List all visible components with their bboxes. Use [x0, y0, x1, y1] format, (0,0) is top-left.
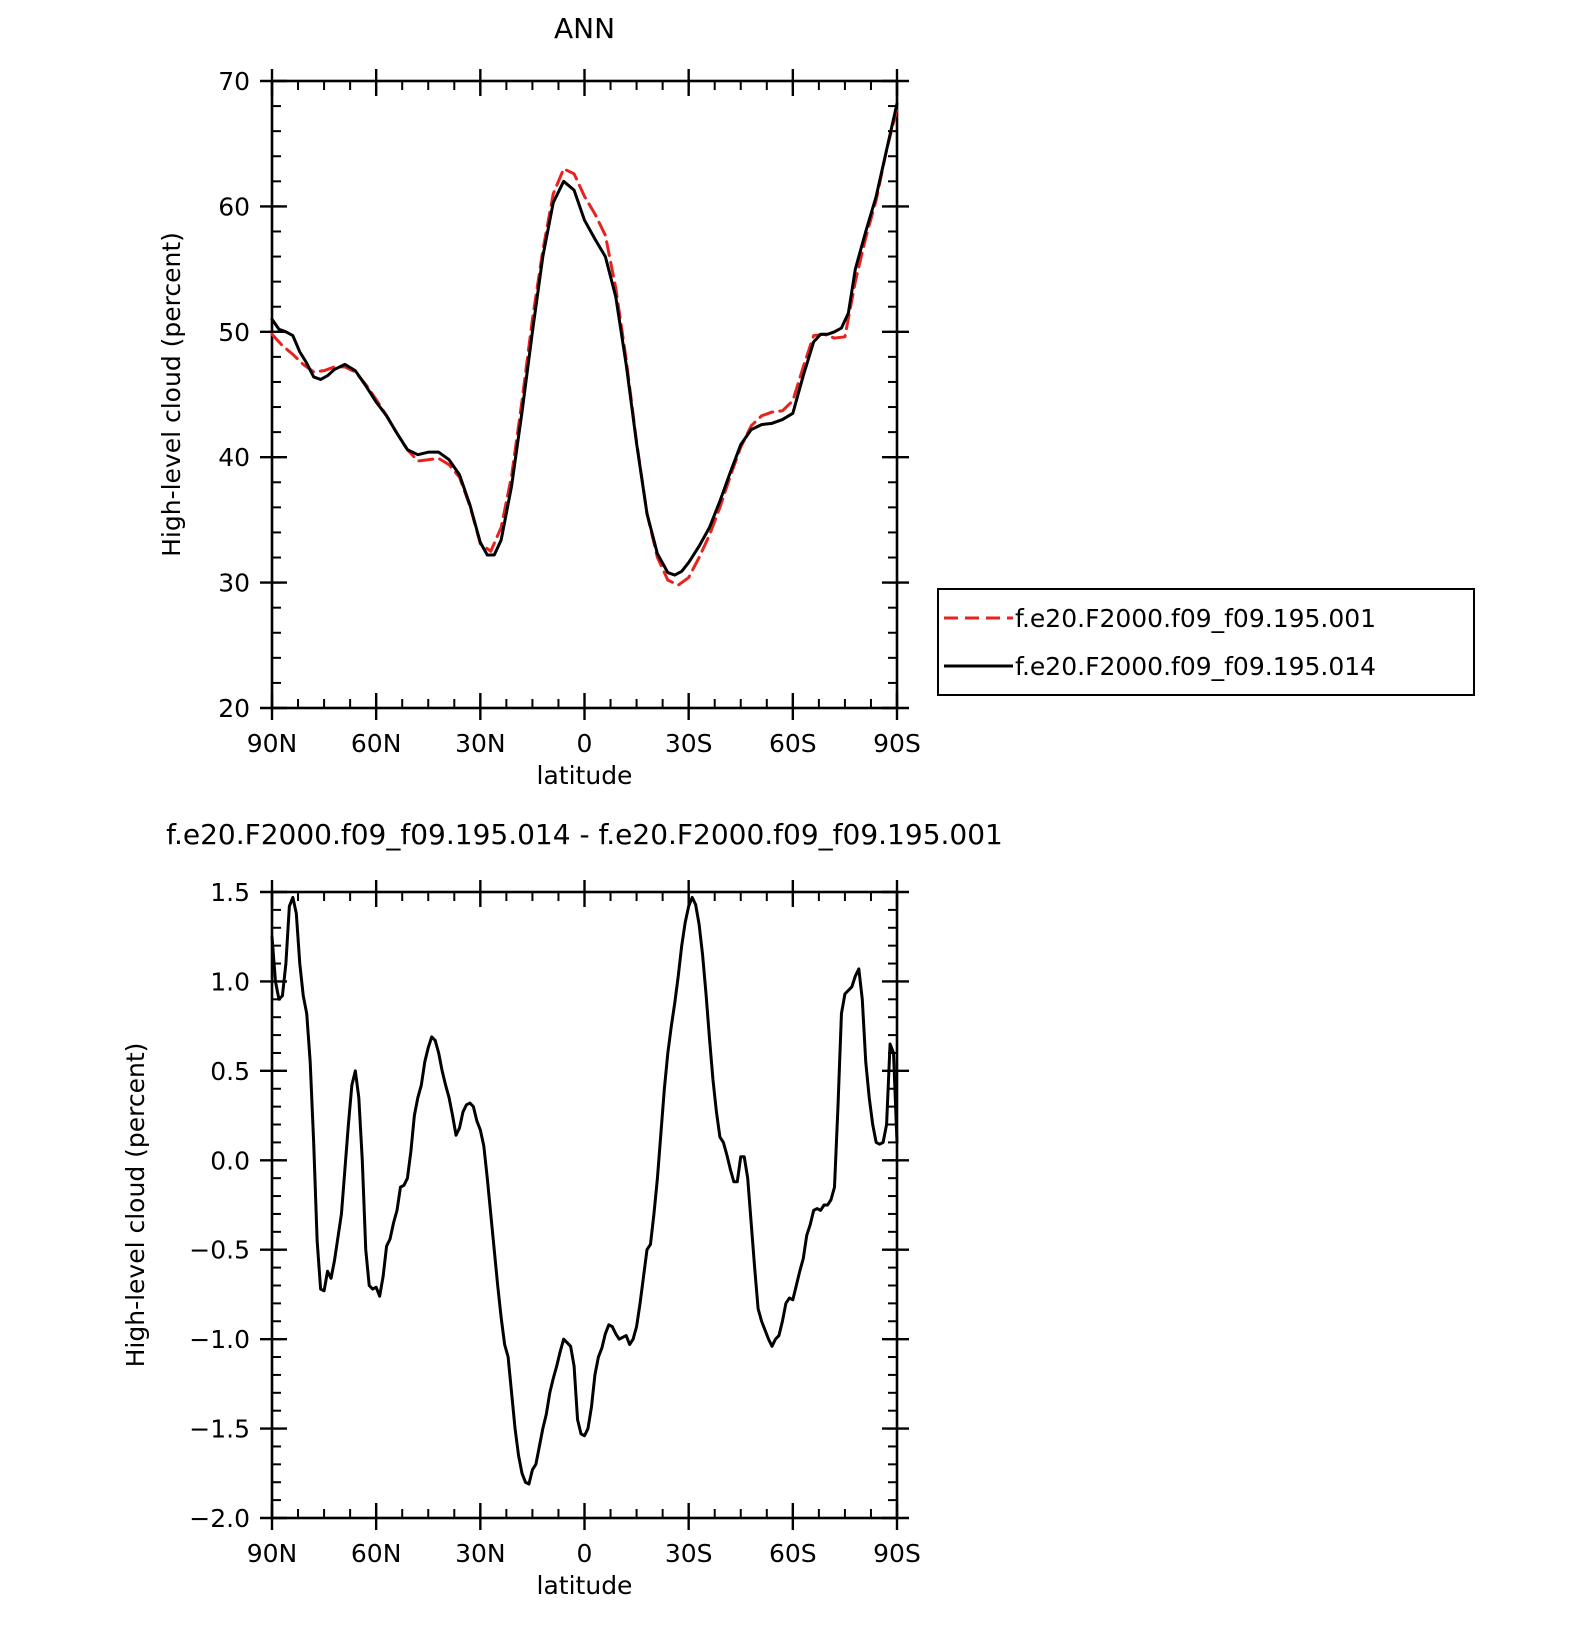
bottom-chart-difference: 90N 60N 30N 0 30S 60S 90S 1.5 1.0 0.5 0.0 −0.5 −1.0 −…	[121, 818, 1003, 1600]
top-x-tick-label: 60N	[351, 729, 402, 758]
bottom-x-tick-label: 60S	[769, 1539, 817, 1568]
top-chart-ann: 90N 60N 30N 0 30S 60S 90S 20 30 40 50 60 70 ANN latitu…	[157, 12, 921, 790]
top-x-tick-label: 0	[577, 729, 593, 758]
legend: f.e20.F2000.f09_f09.195.001 f.e20.F2000.f…	[937, 588, 1475, 696]
top-y-tick-label: 60	[218, 192, 250, 221]
bottom-y-tick-label: −0.5	[189, 1236, 250, 1265]
bottom-x-tick-label: 90S	[873, 1539, 921, 1568]
top-y-tick-label: 50	[218, 318, 250, 347]
legend-label-0: f.e20.F2000.f09_f09.195.001	[1015, 604, 1376, 633]
bottom-y-tick-label: 1.0	[210, 967, 250, 996]
bottom-x-tick-label: 90N	[247, 1539, 298, 1568]
top-y-tick-label: 40	[218, 443, 250, 472]
bottom-y-axis-title: High-level cloud (percent)	[121, 1043, 150, 1368]
legend-box	[937, 588, 1475, 696]
bottom-x-tick-label: 0	[577, 1539, 593, 1568]
top-x-axis-title: latitude	[537, 761, 633, 790]
top-x-tick-label: 30S	[665, 729, 713, 758]
bottom-x-tick-label: 60N	[351, 1539, 402, 1568]
top-y-tick-label: 20	[218, 694, 250, 723]
top-y-tick-label: 70	[218, 67, 250, 96]
bottom-series-line-0	[270, 895, 899, 1486]
bottom-x-axis-title: latitude	[537, 1571, 633, 1600]
bottom-y-tick-label: 0.0	[210, 1146, 250, 1175]
bottom-y-tick-label: −2.0	[189, 1504, 250, 1533]
bottom-x-tick-label: 30S	[665, 1539, 713, 1568]
top-plot-frame	[270, 79, 899, 710]
top-x-tick-label: 90N	[247, 729, 298, 758]
top-y-tick-label: 30	[218, 569, 250, 598]
bottom-y-tick-label: 1.5	[210, 878, 250, 907]
bottom-y-tick-label: −1.5	[189, 1415, 250, 1444]
top-series-line-1	[270, 102, 899, 577]
bottom-y-tick-label: −1.0	[189, 1325, 250, 1354]
top-x-tick-label: 60S	[769, 729, 817, 758]
bottom-chart-title: f.e20.F2000.f09_f09.195.014 - f.e20.F200…	[166, 818, 1003, 851]
top-x-tick-label: 30N	[455, 729, 506, 758]
top-x-tick-label: 90S	[873, 729, 921, 758]
bottom-plot-frame	[270, 890, 899, 1520]
bottom-y-tick-label: 0.5	[210, 1057, 250, 1086]
bottom-x-tick-label: 30N	[455, 1539, 506, 1568]
legend-label-1: f.e20.F2000.f09_f09.195.014	[1015, 652, 1376, 681]
top-series-line-0	[270, 107, 899, 587]
top-y-axis-title: High-level cloud (percent)	[157, 232, 186, 557]
top-chart-title: ANN	[554, 12, 615, 45]
